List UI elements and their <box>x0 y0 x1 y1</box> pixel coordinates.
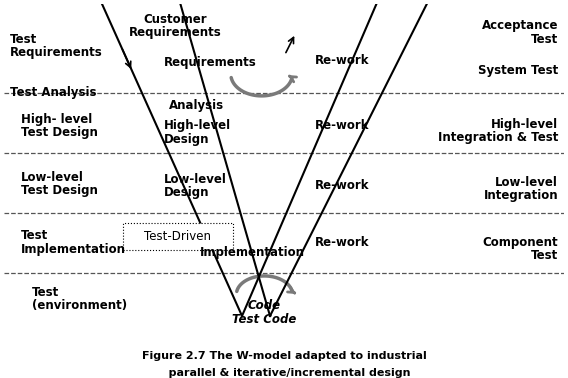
Text: Analysis: Analysis <box>169 99 224 112</box>
Text: (environment): (environment) <box>32 299 127 313</box>
Text: Test: Test <box>10 33 37 46</box>
Text: Requirements: Requirements <box>128 26 222 39</box>
Text: Test Analysis: Test Analysis <box>10 86 96 99</box>
Text: Requirements: Requirements <box>164 56 256 69</box>
Text: Test-Driven: Test-Driven <box>144 230 211 243</box>
Text: Test Design: Test Design <box>21 126 98 139</box>
Text: Test: Test <box>32 286 60 299</box>
FancyBboxPatch shape <box>123 223 232 250</box>
Text: Low-level: Low-level <box>495 176 558 189</box>
Text: Re-work: Re-work <box>315 236 369 249</box>
Text: Test: Test <box>531 249 558 262</box>
Text: Requirements: Requirements <box>10 46 102 59</box>
Text: Acceptance: Acceptance <box>482 19 558 33</box>
Text: Implementation: Implementation <box>200 246 305 259</box>
Text: Test: Test <box>21 229 48 242</box>
Text: Component: Component <box>483 236 558 249</box>
Text: Re-work: Re-work <box>315 119 369 132</box>
Text: Test Code: Test Code <box>232 313 296 326</box>
Text: Test: Test <box>531 33 558 46</box>
Text: Figure 2.7 The W-model adapted to industrial: Figure 2.7 The W-model adapted to indust… <box>141 351 427 361</box>
Text: Low-level: Low-level <box>21 171 84 184</box>
Text: Integration & Test: Integration & Test <box>438 131 558 144</box>
Text: Implementation: Implementation <box>21 243 126 256</box>
Text: Design: Design <box>164 186 209 199</box>
Text: parallel & iterative/incremental design: parallel & iterative/incremental design <box>157 368 411 378</box>
Text: Customer: Customer <box>143 13 207 26</box>
Text: Re-work: Re-work <box>315 180 369 192</box>
Text: Re-work: Re-work <box>315 54 369 67</box>
Text: Test Design: Test Design <box>21 184 98 197</box>
Text: System Test: System Test <box>478 64 558 77</box>
Text: Design: Design <box>164 133 209 146</box>
Text: High- level: High- level <box>21 113 92 126</box>
Text: High-level: High-level <box>491 118 558 131</box>
Text: High-level: High-level <box>164 119 231 132</box>
Text: Low-level: Low-level <box>164 173 227 186</box>
Text: Code: Code <box>248 299 281 313</box>
Text: Integration: Integration <box>483 189 558 202</box>
